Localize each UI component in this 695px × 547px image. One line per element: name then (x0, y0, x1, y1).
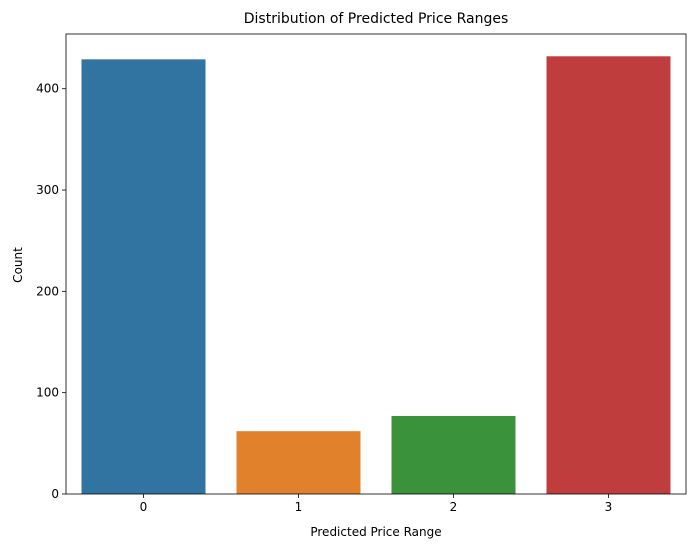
x-tick-label: 0 (140, 500, 148, 514)
ticks-layer: 0 1 2 3 0 100 200 300 400 (36, 82, 612, 514)
y-axis-label: Count (11, 247, 25, 283)
y-tick-label: 0 (51, 487, 59, 501)
x-axis-label: Predicted Price Range (310, 525, 441, 539)
y-tick-label: 100 (36, 386, 59, 400)
bar-1 (236, 431, 361, 494)
bars-layer (81, 56, 671, 495)
x-tick-label: 1 (295, 500, 303, 514)
bar-2 (391, 415, 516, 494)
y-tick-label: 200 (36, 284, 59, 298)
x-tick-label: 3 (605, 500, 613, 514)
y-tick-label: 400 (36, 82, 59, 96)
y-tick-label: 300 (36, 183, 59, 197)
bar-3 (546, 56, 671, 495)
bar-0 (81, 59, 206, 495)
plot-frame (65, 33, 687, 495)
axes-frame (65, 33, 687, 495)
chart-title: Distribution of Predicted Price Ranges (244, 11, 509, 27)
x-tick-label: 2 (450, 500, 458, 514)
